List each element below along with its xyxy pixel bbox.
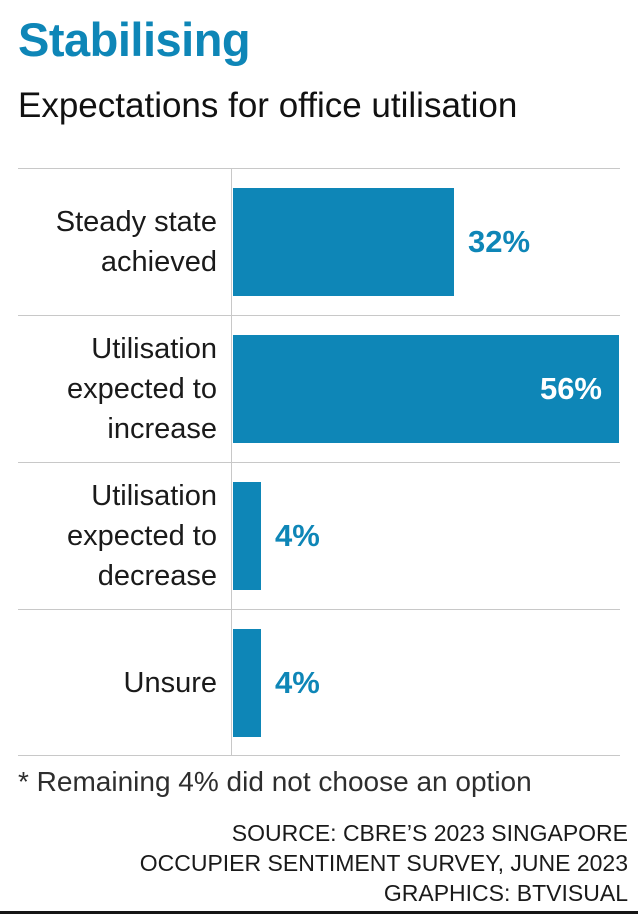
bottom-rule [0,911,638,914]
chart-row: Utilisation expected to decrease 4% [18,462,620,609]
source-line: GRAPHICS: BTVISUAL [383,880,628,906]
chart-subtitle: Expectations for office utilisation [18,86,518,125]
value-label: 4% [275,664,320,700]
bar-area: 4% [233,610,620,755]
chart: Steady state achieved 32% Utilisation ex… [18,168,620,756]
chart-row: Steady state achieved 32% [18,168,620,315]
value-label: 32% [468,224,531,259]
axis-baseline [231,168,232,756]
footnote: * Remaining 4% did not choose an option [18,766,532,797]
bar-area: 32% [233,169,620,315]
category-label: Utilisation expected to decrease [67,480,217,592]
category-label: Steady state achieved [55,206,217,278]
bar [233,482,261,590]
value-label: 56% [539,371,602,406]
chart-row: Unsure 4% [18,609,620,756]
bar-area: 56% [233,316,620,462]
bar-area: 4% [233,463,620,609]
bar: 56% [233,335,619,443]
bar [233,188,454,296]
chart-row: Utilisation expected to increase 56% [18,315,620,462]
category-label: Utilisation expected to increase [67,333,217,445]
source-line: SOURCE: CBRE’S 2023 SINGAPORE [231,820,628,846]
page-title: Stabilising [18,13,251,66]
bar [233,628,261,737]
value-label: 4% [275,518,320,553]
category-label: Unsure [123,666,218,699]
source-credit: SOURCE: CBRE’S 2023 SINGAPORE OCCUPIER SE… [140,818,628,908]
source-line: OCCUPIER SENTIMENT SURVEY, JUNE 2023 [139,850,628,876]
